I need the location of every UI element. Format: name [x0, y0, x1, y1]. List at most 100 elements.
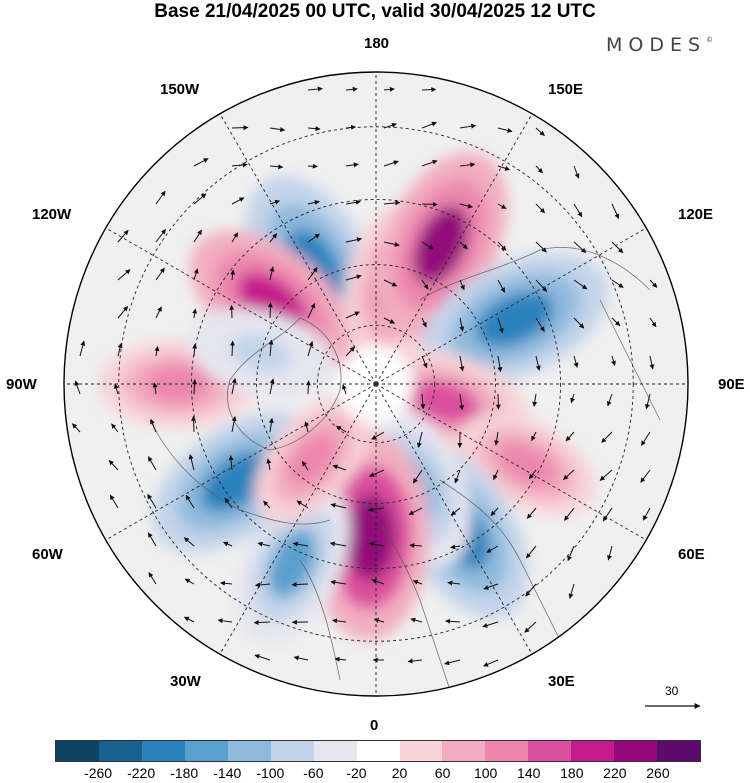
wind-vector — [565, 431, 575, 442]
lon-label-90e: 90E — [718, 376, 745, 393]
wind-vector — [184, 578, 195, 585]
wind-vector — [224, 497, 233, 509]
wind-vector — [266, 458, 272, 471]
colorbar-segment — [184, 741, 228, 761]
wind-vector — [304, 421, 309, 433]
wind-vector — [231, 377, 237, 395]
wind-vector — [497, 203, 507, 210]
wind-vector — [192, 379, 198, 395]
wind-vector — [152, 382, 158, 395]
wind-vector — [307, 233, 320, 243]
wind-vector — [267, 302, 273, 319]
wind-vector — [113, 383, 119, 395]
wind-vector — [649, 317, 657, 328]
wind-vector — [493, 469, 499, 481]
wind-vector — [71, 423, 81, 433]
colorbar-tick-label: 20 — [391, 765, 408, 781]
wind-vector — [459, 279, 465, 291]
wind-vector — [459, 162, 476, 168]
lon-label-120w: 120W — [32, 206, 72, 223]
wind-vector — [332, 618, 347, 624]
wind-vector — [532, 393, 538, 407]
wind-vector — [642, 507, 651, 521]
wind-vector — [193, 268, 199, 281]
wind-vector — [410, 617, 423, 623]
wind-vector — [421, 241, 434, 250]
lon-label-60e: 60E — [678, 546, 705, 563]
anomaly-blob-low-azores — [267, 529, 317, 599]
wind-vector — [531, 431, 537, 442]
wind-vector — [407, 658, 423, 664]
wind-vector — [535, 203, 546, 214]
wind-vector — [293, 655, 309, 661]
wind-vector — [253, 619, 271, 625]
wind-vector — [269, 266, 275, 281]
colorbar-tick-label: 180 — [560, 765, 584, 781]
anomaly-blob-low-central-siberia — [476, 291, 555, 347]
wind-vector — [269, 127, 286, 132]
wind-vector — [368, 541, 385, 547]
wind-vector — [383, 86, 395, 92]
colorbar-segment — [356, 741, 400, 761]
wind-vector — [450, 507, 461, 516]
wind-vector — [421, 159, 438, 167]
wind-vector — [345, 346, 355, 357]
wind-vector — [109, 494, 119, 509]
modes-logo: MODES© — [606, 34, 713, 56]
wind-vector — [416, 431, 423, 448]
wind-vector — [640, 469, 651, 483]
wind-vector — [269, 233, 278, 243]
wind-vector — [409, 542, 423, 548]
meridian-line — [105, 383, 377, 541]
wind-vector — [231, 232, 239, 243]
wind-vector — [649, 355, 655, 370]
wind-vector — [459, 393, 465, 411]
wind-vector — [570, 393, 575, 404]
wind-vector — [528, 469, 537, 480]
wind-vector — [329, 541, 347, 547]
wind-vector — [573, 165, 580, 179]
wind-vector — [345, 86, 358, 92]
wind-vector — [573, 279, 588, 290]
wind-vector — [332, 464, 347, 471]
wind-vector — [147, 532, 157, 547]
wind-vector — [191, 415, 197, 433]
lon-label-0: 0 — [370, 717, 379, 734]
wind-vector — [188, 454, 195, 471]
lon-label-180: 180 — [364, 35, 390, 52]
wind-vector — [231, 416, 237, 433]
colorbar-segment — [98, 741, 142, 761]
wind-vector — [601, 431, 613, 443]
wind-vector — [117, 342, 123, 357]
wind-vector — [117, 229, 129, 243]
wind-vector — [155, 267, 165, 281]
colorbar-segment — [227, 741, 271, 761]
colorbar-segment — [485, 741, 529, 761]
colorbar — [55, 740, 701, 762]
wind-vector — [345, 311, 360, 319]
wind-vector — [307, 303, 316, 319]
colorbar-tick-label: 140 — [517, 765, 541, 781]
wind-vector — [383, 160, 399, 167]
wind-vector — [459, 317, 465, 332]
anomaly-blob-high-okhotsk — [413, 205, 469, 284]
colorbar-segment — [399, 741, 443, 761]
wind-vector — [421, 279, 429, 290]
wind-vector — [185, 494, 195, 509]
wind-vector — [307, 86, 323, 92]
wind-vector — [183, 616, 195, 623]
wind-vector — [192, 343, 198, 357]
wind-vector — [482, 621, 499, 628]
colorbar-tick-label: -140 — [213, 765, 242, 781]
wind-vector — [447, 580, 461, 586]
wind-vectors — [71, 86, 658, 667]
wind-vector — [535, 279, 548, 292]
wind-vector — [79, 340, 86, 357]
wind-vector — [497, 127, 513, 133]
graticule — [64, 72, 688, 696]
anomaly-blob-low-hudson — [229, 334, 292, 372]
lon-label-120e: 120E — [678, 206, 714, 223]
wind-vector — [373, 618, 385, 623]
wind-vector — [490, 507, 499, 516]
